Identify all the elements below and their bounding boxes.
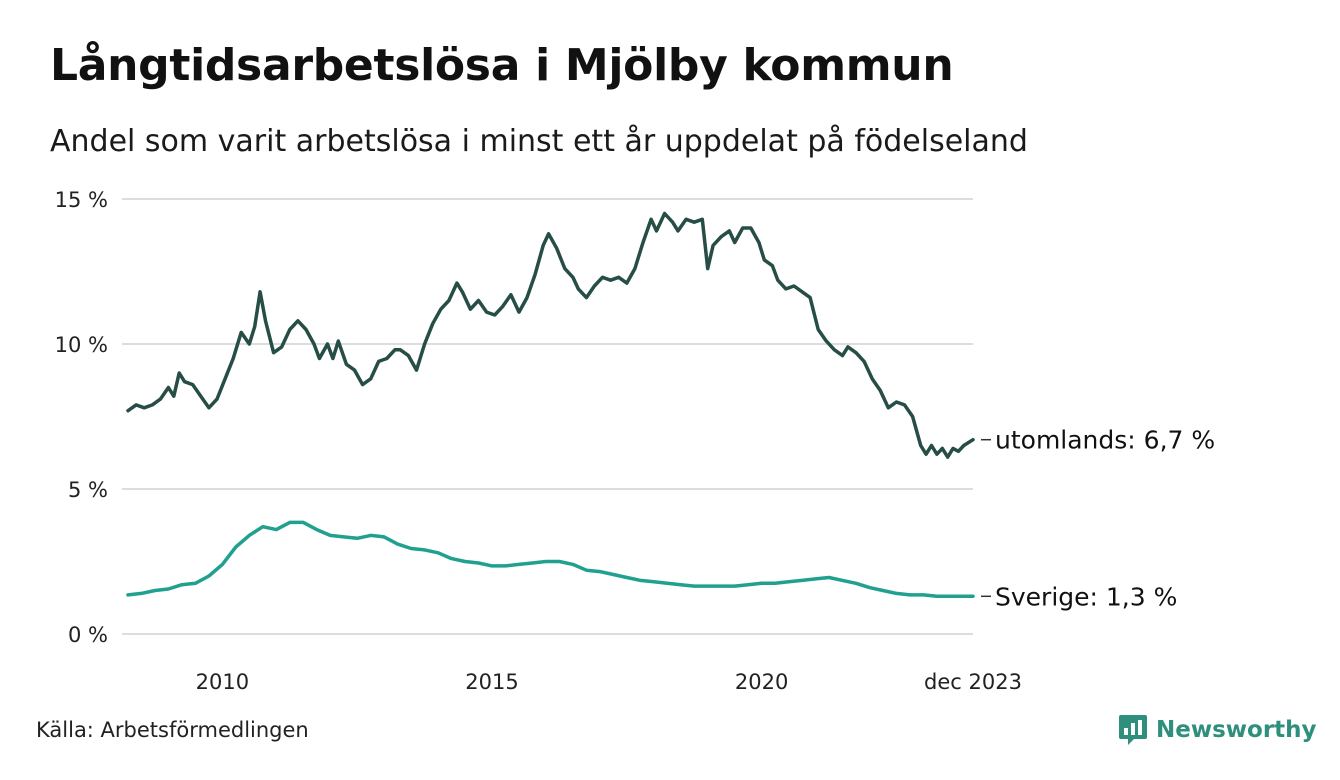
y-tick-label: 15 % bbox=[55, 188, 108, 212]
x-axis-ticks: 2010 2015 2020 dec 2023 bbox=[196, 670, 1022, 694]
y-tick-label: 10 % bbox=[55, 333, 108, 357]
y-tick-label: 5 % bbox=[68, 478, 108, 502]
x-tick-label: dec 2023 bbox=[924, 670, 1022, 694]
series-line-utomlands bbox=[126, 211, 975, 459]
y-axis-ticks: 0 % 5 % 10 % 15 % bbox=[55, 188, 108, 647]
chart-subtitle: Andel som varit arbetslösa i minst ett å… bbox=[50, 124, 1028, 159]
source-note: Källa: Arbetsförmedlingen bbox=[36, 718, 309, 742]
brand-name: Newsworthy bbox=[1156, 717, 1317, 743]
end-label-sverige: Sverige: 1,3 % bbox=[995, 582, 1177, 611]
end-label-utomlands: utomlands: 6,7 % bbox=[995, 426, 1215, 455]
gridlines bbox=[122, 198, 973, 635]
series-line-sverige bbox=[126, 520, 975, 599]
newsworthy-logo-icon bbox=[1119, 715, 1147, 745]
end-labels: utomlands: 6,7 % Sverige: 1,3 % bbox=[981, 426, 1215, 611]
y-tick-label: 0 % bbox=[68, 623, 108, 647]
newsworthy-logo: Newsworthy bbox=[1118, 712, 1317, 748]
line-chart: 0 % 5 % 10 % 15 % 2010 2015 2020 dec 2023 utom… bbox=[55, 188, 1216, 694]
x-tick-label: 2020 bbox=[735, 670, 788, 694]
chart-title: Långtidsarbetslösa i Mjölby kommun bbox=[50, 40, 954, 91]
series-lines bbox=[126, 211, 975, 599]
x-tick-label: 2010 bbox=[196, 670, 249, 694]
x-tick-label: 2015 bbox=[465, 670, 518, 694]
